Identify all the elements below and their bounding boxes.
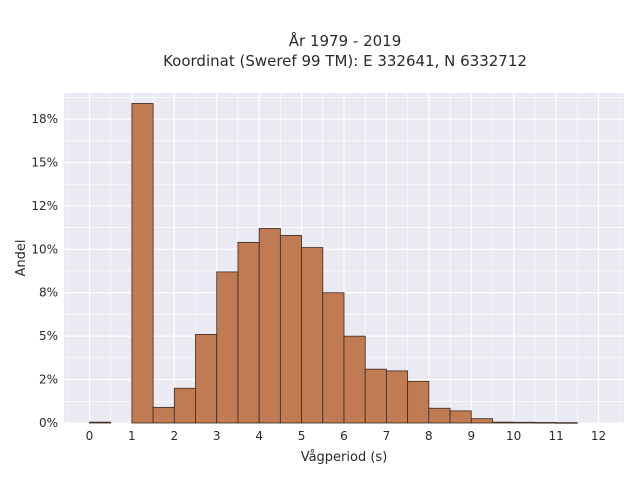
x-tick-label: 2 <box>170 429 178 443</box>
y-tick-label: 10% <box>31 242 58 256</box>
x-tick-label: 12 <box>591 429 606 443</box>
histogram-bar <box>492 421 515 424</box>
x-tick-labels: 0 1 2 3 4 5 6 7 8 9 10 11 12 <box>86 429 607 443</box>
histogram-bar <box>555 422 578 424</box>
histogram-bar <box>449 410 472 424</box>
y-tick-labels: 0% 2% 5% 8% 10% 12% 15% 18% <box>31 112 58 430</box>
histogram-bar <box>407 380 430 424</box>
histogram-bar <box>343 335 366 424</box>
y-tick-label: 18% <box>31 112 58 126</box>
histogram-bar <box>173 387 196 424</box>
x-tick-label: 5 <box>298 429 306 443</box>
x-tick-label: 6 <box>340 429 348 443</box>
chart-subtitle: Koordinat (Sweref 99 TM): E 332641, N 63… <box>163 52 527 70</box>
histogram-bar <box>89 421 112 424</box>
y-axis-label: Andel <box>14 240 29 277</box>
histogram-bar <box>513 421 536 424</box>
x-tick-label: 4 <box>255 429 263 443</box>
histogram-bar <box>237 241 260 424</box>
histogram-bar <box>131 103 154 424</box>
x-tick-label: 7 <box>383 429 391 443</box>
histogram-bar <box>301 247 324 424</box>
chart-title: År 1979 - 2019 <box>289 31 402 50</box>
y-tick-label: 8% <box>39 286 58 300</box>
x-tick-label: 0 <box>86 429 94 443</box>
histogram-bar <box>279 235 302 424</box>
histogram-bar <box>534 422 557 424</box>
histogram-bar <box>258 228 281 424</box>
x-tick-label: 3 <box>213 429 221 443</box>
y-tick-label: 0% <box>39 416 58 430</box>
bars <box>89 103 578 424</box>
y-tick-label: 15% <box>31 155 58 169</box>
histogram-bar <box>216 271 239 424</box>
histogram-bar <box>195 334 218 424</box>
histogram-bar <box>470 418 493 424</box>
histogram-bar <box>386 370 409 424</box>
histogram-bar <box>152 406 175 424</box>
histogram-bar <box>322 292 345 424</box>
y-tick-label: 12% <box>31 199 58 213</box>
x-tick-label: 11 <box>548 429 563 443</box>
x-tick-label: 10 <box>506 429 521 443</box>
x-tick-label: 8 <box>425 429 433 443</box>
x-tick-label: 1 <box>128 429 136 443</box>
histogram-bar <box>428 407 451 424</box>
x-axis-label: Vågperiod (s) <box>301 450 388 465</box>
histogram-bar <box>364 368 387 424</box>
y-tick-label: 5% <box>39 329 58 343</box>
x-tick-label: 9 <box>467 429 475 443</box>
y-tick-label: 2% <box>39 373 58 387</box>
